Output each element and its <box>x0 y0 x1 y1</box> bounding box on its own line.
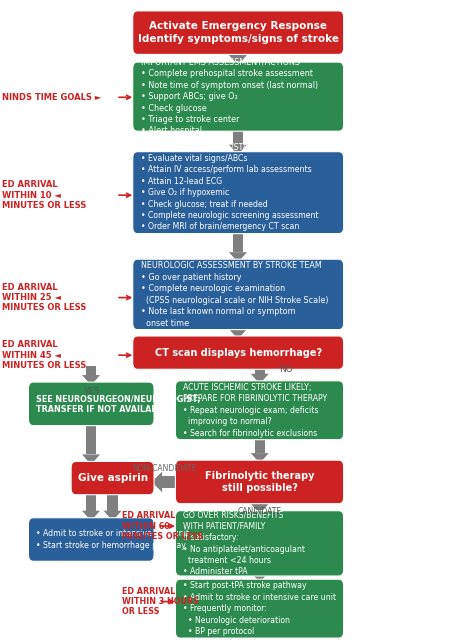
FancyBboxPatch shape <box>175 579 344 638</box>
FancyBboxPatch shape <box>28 382 154 426</box>
Text: ED ARRIVAL
WITHIN 45 ◄
MINUTES OR LESS: ED ARRIVAL WITHIN 45 ◄ MINUTES OR LESS <box>2 340 87 370</box>
Bar <box>86 492 96 511</box>
FancyBboxPatch shape <box>28 518 154 561</box>
Text: ACUTE ISCHEMIC STROKE LIKELY;
PREPARE FOR FIBRINOLYTIC THERAPY
• Repeat neurolog: ACUTE ISCHEMIC STROKE LIKELY; PREPARE FO… <box>183 383 328 438</box>
Text: • Admit to stroke or intensive care unit
• Start stroke or hemorrhage pathway: • Admit to stroke or intensive care unit… <box>36 529 190 550</box>
Bar <box>255 366 265 374</box>
Text: ED ARRIVAL
WITHIN 60
MINUTES OR LESS: ED ARRIVAL WITHIN 60 MINUTES OR LESS <box>122 511 204 541</box>
Bar <box>162 476 178 488</box>
Polygon shape <box>229 252 247 262</box>
Polygon shape <box>229 145 247 155</box>
FancyBboxPatch shape <box>175 511 344 576</box>
FancyBboxPatch shape <box>133 336 344 369</box>
Text: ED ARRIVAL
WITHIN 3 HOURS
OR LESS: ED ARRIVAL WITHIN 3 HOURS OR LESS <box>122 587 199 616</box>
Polygon shape <box>229 55 247 65</box>
Text: IMPORTANT EMS ASSESSMENT/ACTIONS
• Complete prehospital stroke assessment
• Note: IMPORTANT EMS ASSESSMENT/ACTIONS • Compl… <box>141 58 318 136</box>
FancyBboxPatch shape <box>175 460 344 504</box>
FancyBboxPatch shape <box>133 259 344 330</box>
Polygon shape <box>251 572 269 582</box>
Polygon shape <box>82 454 100 465</box>
Text: GENERAL ASSESSMENT/STABILIZATION
• Evaluate vital signs/ABCs
• Attain IV access/: GENERAL ASSESSMENT/STABILIZATION • Evalu… <box>141 142 319 243</box>
Bar <box>255 436 265 453</box>
Bar <box>86 366 96 375</box>
Bar <box>233 128 243 145</box>
Text: NON-CANDIDATE: NON-CANDIDATE <box>133 464 197 473</box>
FancyBboxPatch shape <box>133 11 344 54</box>
Text: Fibrinolytic therapy
still possible?: Fibrinolytic therapy still possible? <box>205 470 314 493</box>
Text: YES: YES <box>82 387 100 396</box>
Bar <box>86 422 96 454</box>
Bar <box>107 492 118 511</box>
Polygon shape <box>82 375 100 385</box>
Text: NEUROLOGIC ASSESSMENT BY STROKE TEAM
• Go over patient history
• Complete neurol: NEUROLOGIC ASSESSMENT BY STROKE TEAM • G… <box>141 261 328 328</box>
Text: ED ARRIVAL
WITHIN 25 ◄
MINUTES OR LESS: ED ARRIVAL WITHIN 25 ◄ MINUTES OR LESS <box>2 283 87 312</box>
Polygon shape <box>251 504 269 514</box>
Text: Activate Emergency Response
Identify symptoms/signs of stroke: Activate Emergency Response Identify sym… <box>137 21 339 44</box>
Text: ED ARRIVAL
WITHIN 10 ◄
MINUTES OR LESS: ED ARRIVAL WITHIN 10 ◄ MINUTES OR LESS <box>2 180 87 210</box>
Polygon shape <box>103 511 121 521</box>
Text: CANDIDATE: CANDIDATE <box>237 507 282 516</box>
Polygon shape <box>82 511 100 521</box>
FancyBboxPatch shape <box>133 62 344 131</box>
Polygon shape <box>152 472 162 492</box>
Text: Give aspirin: Give aspirin <box>78 473 147 483</box>
Bar <box>255 500 265 504</box>
Polygon shape <box>251 453 269 463</box>
Text: GO OVER RISKS/BENEFITS
WITH PATIENT/FAMILY
If satisfactory:
• No antiplatelet/an: GO OVER RISKS/BENEFITS WITH PATIENT/FAMI… <box>183 510 305 577</box>
FancyBboxPatch shape <box>175 381 344 440</box>
Text: SEE NEUROSURGEON/NEUROLOGIST;
TRANSFER IF NOT AVAILABLE: SEE NEUROSURGEON/NEUROLOGIST; TRANSFER I… <box>36 394 201 414</box>
FancyBboxPatch shape <box>133 152 344 234</box>
Polygon shape <box>251 374 269 384</box>
Text: NO: NO <box>279 365 292 374</box>
Bar <box>233 326 243 329</box>
Text: CT scan displays hemorrhage?: CT scan displays hemorrhage? <box>155 348 322 358</box>
Bar <box>255 572 265 573</box>
Text: • Start post-tPA stroke pathway
• Admit to stroke or intensive care unit
• Frequ: • Start post-tPA stroke pathway • Admit … <box>183 581 337 636</box>
FancyBboxPatch shape <box>71 461 154 495</box>
Polygon shape <box>229 329 247 339</box>
Text: NINDS TIME GOALS ►: NINDS TIME GOALS ► <box>2 93 101 102</box>
Bar <box>233 230 243 252</box>
Bar <box>233 51 243 55</box>
